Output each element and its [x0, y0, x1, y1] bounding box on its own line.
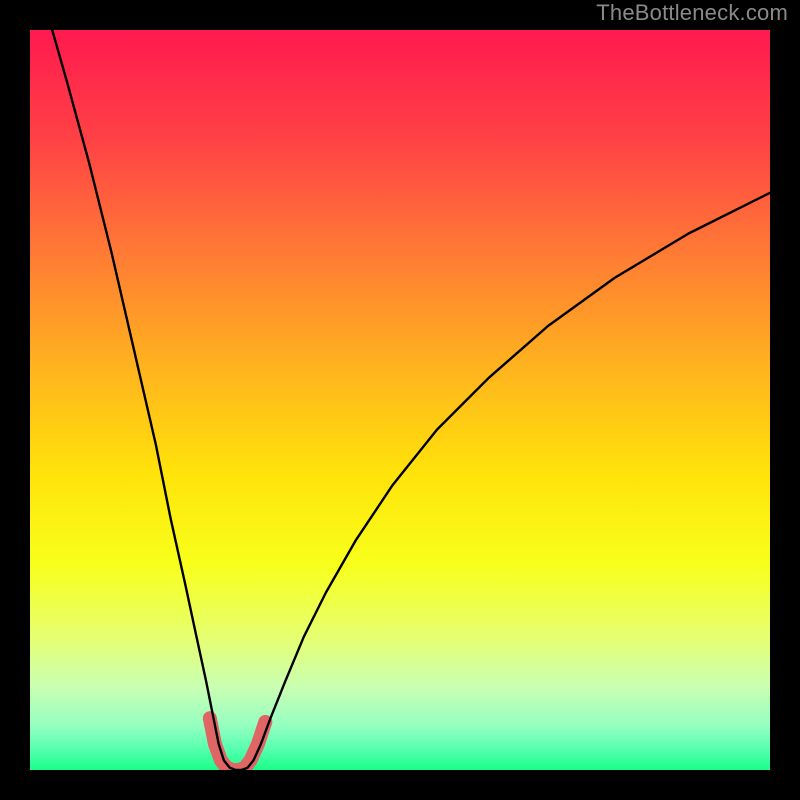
gradient-background — [30, 30, 770, 770]
chart-svg — [30, 30, 770, 770]
watermark-text: TheBottleneck.com — [596, 0, 788, 26]
plot-area — [30, 30, 770, 770]
chart-container: TheBottleneck.com — [0, 0, 800, 800]
